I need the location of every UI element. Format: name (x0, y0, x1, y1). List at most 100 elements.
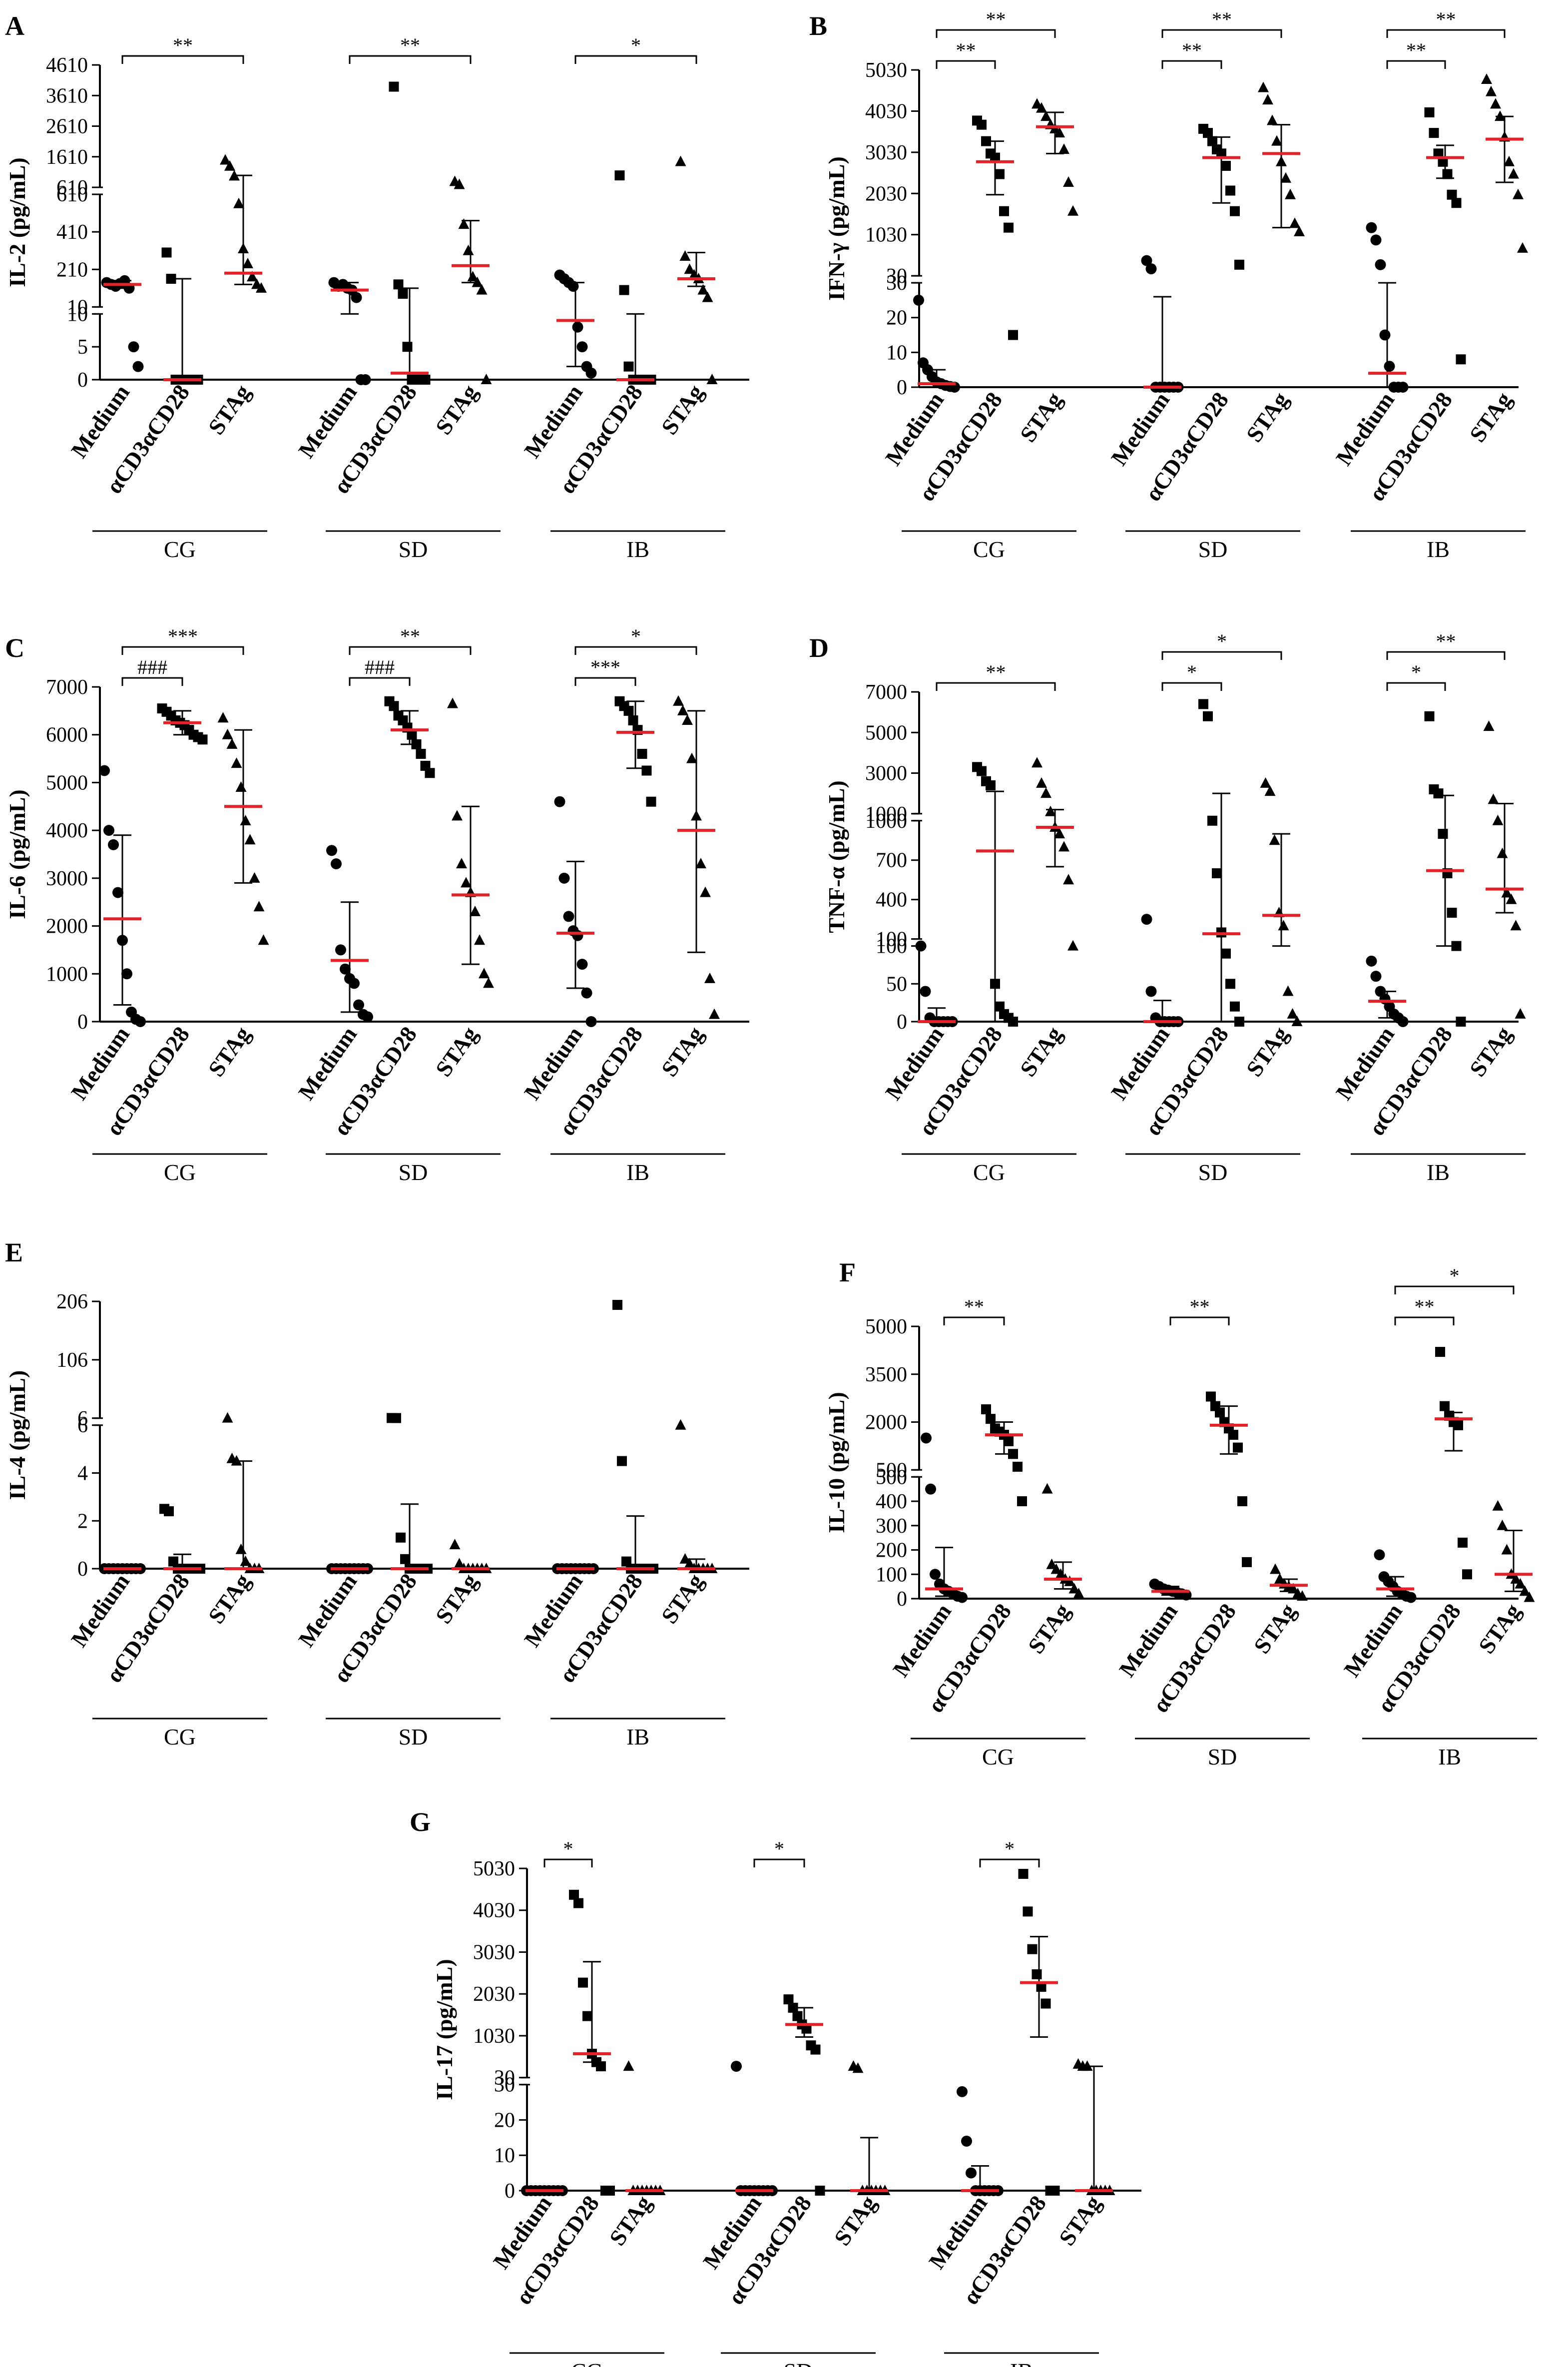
category-label: STAg (431, 1569, 483, 1628)
data-point-square (1429, 128, 1439, 138)
significance-mark: ** (1436, 630, 1456, 652)
y-tick-label: 3030 (473, 1941, 515, 1964)
data-point-triangle (235, 1543, 247, 1554)
data-point-triangle (449, 1539, 461, 1550)
y-tick-label: 410 (56, 221, 88, 244)
data-point-circle (1366, 955, 1377, 967)
data-point-circle (1397, 1016, 1409, 1027)
significance-bracket (943, 1316, 1005, 1325)
y-tick-label: 400 (876, 889, 907, 912)
significance-bracket (1386, 60, 1446, 69)
data-point-square (391, 1413, 401, 1423)
data-point-square (990, 152, 1000, 163)
data-point-square (393, 279, 404, 290)
data-point-circle (961, 2135, 972, 2147)
category-label: STAg (1023, 1599, 1075, 1658)
data-point-circle (731, 2061, 742, 2072)
data-point-square (1004, 222, 1014, 233)
data-point-triangle (458, 218, 470, 229)
y-tick-label: 7000 (865, 681, 907, 704)
data-point-circle (360, 374, 371, 385)
y-tick-label: 0 (77, 369, 88, 392)
group-label: IB (626, 537, 649, 562)
data-point-triangle (1274, 1573, 1285, 1584)
significance-bracket (574, 677, 636, 686)
data-point-square (398, 289, 408, 299)
group-label: IB (626, 1160, 649, 1185)
data-point-circle (103, 825, 114, 836)
data-point-square (1447, 189, 1457, 200)
data-point-triangle (1288, 1583, 1299, 1594)
data-point-square (1234, 1017, 1244, 1027)
series-b-0-1 (972, 115, 1018, 340)
y-tick-label: 106 (56, 1349, 88, 1372)
series-a-1-2 (449, 175, 492, 384)
data-point-circle (576, 341, 588, 353)
data-point-square (783, 1994, 794, 2005)
data-point-triangle (1045, 805, 1056, 816)
data-point-triangle (454, 178, 465, 189)
group-label: IB (1010, 2359, 1033, 2367)
series-d-1-0 (1141, 914, 1184, 1027)
y-tick-label: 1030 (865, 224, 907, 247)
y-tick-label: 200 (876, 1539, 907, 1562)
series-d-2-0 (1366, 955, 1409, 1027)
y-tick-label: 3610 (46, 84, 88, 107)
series-d-2-1 (1424, 711, 1466, 1027)
series-c-2-0 (554, 796, 597, 1027)
data-point-triangle (1073, 1588, 1084, 1599)
series-f-1-1 (1206, 1391, 1252, 1567)
y-tick-label: 5000 (46, 771, 88, 794)
data-point-square (1234, 259, 1244, 270)
y-tick-label: 2030 (865, 182, 907, 205)
category-label: STAg (203, 1022, 255, 1081)
data-point-triangle (695, 858, 706, 869)
data-point-square (1451, 941, 1462, 951)
data-point-triangle (222, 728, 233, 739)
data-point-circle (966, 2167, 977, 2179)
group-label: SD (399, 537, 428, 562)
data-point-triangle (1067, 940, 1078, 951)
group-label: CG (164, 537, 196, 562)
significance-mark: ** (1406, 39, 1426, 61)
series-e-1-1 (387, 1413, 433, 1574)
data-point-circle (1141, 914, 1152, 925)
data-point-triangle (691, 810, 702, 821)
data-point-square (619, 285, 629, 295)
series-c-2-2 (673, 695, 720, 1019)
data-point-triangle (700, 886, 711, 897)
series-d-0-1 (972, 762, 1018, 1027)
data-point-triangle (233, 197, 244, 208)
series-c-0-0 (99, 765, 146, 1027)
data-point-circle (567, 281, 579, 292)
series-e-2-2 (675, 1419, 718, 1573)
group-label: SD (1198, 1160, 1228, 1185)
data-point-triangle (1481, 73, 1492, 84)
data-point-square (641, 765, 652, 776)
data-point-square (1216, 148, 1226, 159)
y-tick-label: 10 (67, 303, 88, 326)
series-a-0-1 (161, 247, 203, 385)
y-tick-label: 206 (56, 1290, 88, 1313)
data-point-square (1008, 1449, 1018, 1459)
data-point-triangle (1260, 777, 1271, 788)
data-point-square (995, 169, 1005, 179)
data-point-circle (1370, 971, 1382, 982)
data-point-triangle (231, 1455, 242, 1466)
data-point-square (1221, 948, 1231, 959)
data-point-triangle (1271, 135, 1282, 146)
y-tick-label: 1000 (865, 810, 907, 833)
series-b-2-2 (1481, 73, 1528, 253)
y-tick-label: 4030 (865, 100, 907, 123)
category-label: STAg (1249, 1599, 1301, 1658)
series-g-2-1 (1018, 1868, 1060, 2196)
data-point-circle (117, 935, 128, 946)
data-point-square (977, 119, 987, 130)
data-point-square (1008, 1017, 1018, 1027)
y-tick-label: 20 (494, 2109, 515, 2132)
data-point-circle (326, 845, 337, 856)
category-label: STAg (656, 380, 708, 439)
group-label: CG (973, 1160, 1005, 1185)
y-tick-label: 0 (897, 1011, 907, 1034)
data-point-triangle (258, 934, 269, 945)
